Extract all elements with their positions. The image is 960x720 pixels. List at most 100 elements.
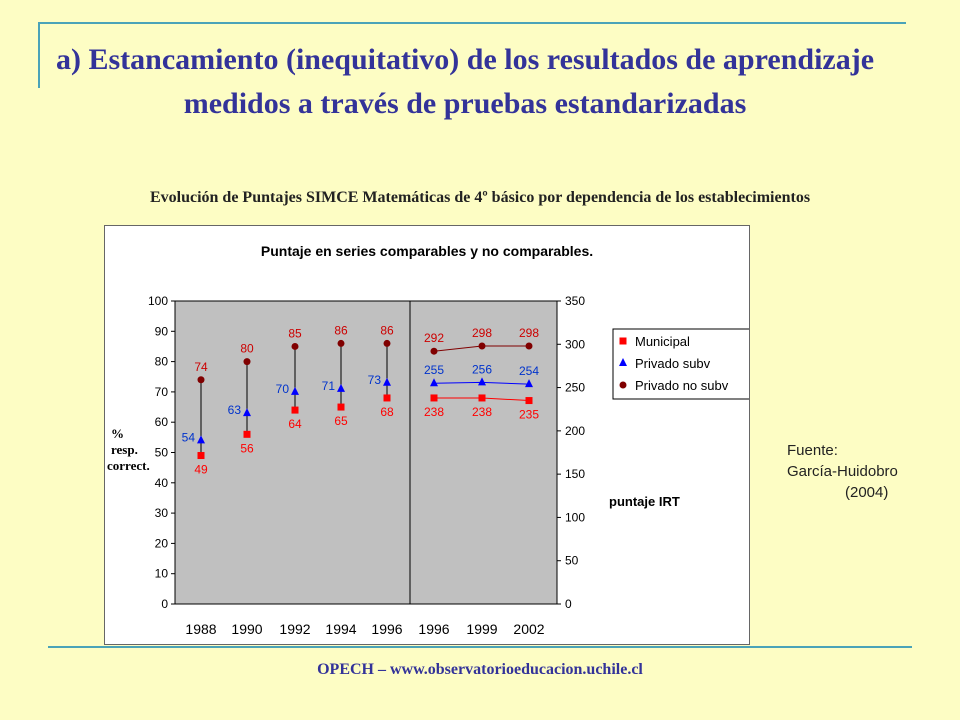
left-axis-label-line1: % <box>111 426 124 441</box>
data-label: 70 <box>276 382 290 396</box>
data-label: 80 <box>240 342 254 356</box>
right-axis-tick-label: 150 <box>565 467 585 481</box>
left-axis-tick-label: 100 <box>148 294 168 308</box>
left-axis-label-line2: resp. <box>111 442 138 457</box>
x-tick-label: 1994 <box>325 621 356 637</box>
slide-title: a) Estancamiento (inequitativo) de los r… <box>55 43 875 120</box>
data-point-circle <box>291 342 299 350</box>
data-point-circle <box>197 376 205 384</box>
right-axis-label: puntaje IRT <box>609 494 680 509</box>
data-label: 292 <box>424 331 444 345</box>
data-point-circle <box>383 339 391 347</box>
left-axis-tick-label: 0 <box>161 597 168 611</box>
source-author: García-Huidobro <box>787 463 898 480</box>
data-label: 254 <box>519 364 539 378</box>
data-point-triangle <box>197 435 205 444</box>
data-point-triangle <box>478 377 486 386</box>
left-axis-tick-label: 50 <box>155 446 169 460</box>
data-label: 63 <box>228 403 242 417</box>
data-point-square <box>291 406 299 414</box>
plot-area <box>174 300 558 605</box>
simce-chart: Puntaje en series comparables y no compa… <box>107 243 751 637</box>
data-point-circle <box>525 342 533 350</box>
legend-label: Privado subv <box>635 356 711 371</box>
left-axis-tick-label: 30 <box>155 506 169 520</box>
data-label: 238 <box>472 405 492 419</box>
data-point-triangle <box>430 378 438 387</box>
data-point-circle <box>430 347 438 355</box>
data-point-triangle <box>525 379 533 388</box>
data-label: 235 <box>519 408 539 422</box>
source-label: Fuente: <box>787 442 838 459</box>
chart-subtitle: Evolución de Puntajes SIMCE Matemáticas … <box>149 189 811 206</box>
data-label: 86 <box>334 323 348 337</box>
data-label: 56 <box>240 441 254 455</box>
data-label: 298 <box>519 326 539 340</box>
left-rule <box>38 22 40 88</box>
left-axis-tick-label: 80 <box>155 355 169 369</box>
data-label: 54 <box>182 430 196 444</box>
data-point-triangle <box>383 377 391 386</box>
data-label: 256 <box>472 362 492 376</box>
data-label: 49 <box>194 463 208 477</box>
right-axis-tick-label: 350 <box>565 294 585 308</box>
right-axis-tick-label: 100 <box>565 510 585 524</box>
x-tick-label: 1990 <box>231 621 262 637</box>
legend-marker-square <box>619 337 627 345</box>
source-note: Fuente: García-Huidobro (2004) <box>787 440 898 503</box>
right-axis-tick-label: 50 <box>565 554 579 568</box>
data-label: 85 <box>288 326 302 340</box>
top-rule <box>40 22 906 24</box>
legend-marker-circle <box>619 381 627 389</box>
data-label: 68 <box>380 405 394 419</box>
data-point-circle <box>243 358 251 366</box>
footer-text: OPECH – www.observatorioeducacion.uchile… <box>317 661 643 678</box>
data-point-triangle <box>337 383 345 392</box>
data-label: 238 <box>424 405 444 419</box>
data-point-square <box>243 430 251 438</box>
data-point-square <box>430 394 438 402</box>
data-label: 255 <box>424 363 444 377</box>
left-axis-tick-label: 20 <box>155 536 169 550</box>
left-axis-tick-label: 40 <box>155 476 169 490</box>
right-axis-tick-label: 0 <box>565 597 572 611</box>
data-label: 298 <box>472 326 492 340</box>
data-label: 73 <box>368 373 382 387</box>
data-point-square <box>197 452 205 460</box>
right-axis-tick-label: 200 <box>565 424 585 438</box>
chart-panel: Puntaje en series comparables y no compa… <box>104 225 751 645</box>
data-point-circle <box>337 339 345 347</box>
data-point-triangle <box>243 408 251 417</box>
data-point-triangle <box>291 386 299 395</box>
x-tick-label: 2002 <box>513 621 544 637</box>
left-axis-tick-label: 10 <box>155 567 169 581</box>
left-axis-tick-label: 60 <box>155 415 169 429</box>
left-axis-tick-label: 90 <box>155 324 169 338</box>
data-label: 71 <box>322 379 336 393</box>
x-tick-label: 1992 <box>279 621 310 637</box>
data-point-square <box>337 403 345 411</box>
data-point-square <box>525 397 533 405</box>
x-tick-label: 1996 <box>418 621 449 637</box>
source-year: (2004) <box>845 484 889 501</box>
right-axis-tick-label: 300 <box>565 337 585 351</box>
data-label: 65 <box>334 414 348 428</box>
data-point-square <box>383 394 391 402</box>
data-point-circle <box>478 342 486 350</box>
x-tick-label: 1988 <box>185 621 216 637</box>
x-tick-label: 1996 <box>371 621 402 637</box>
data-label: 86 <box>380 323 394 337</box>
data-label: 74 <box>194 360 208 374</box>
bottom-rule <box>48 646 912 648</box>
legend-label: Municipal <box>635 334 690 349</box>
x-tick-label: 1999 <box>466 621 497 637</box>
left-axis-tick-label: 70 <box>155 385 169 399</box>
data-label: 64 <box>288 417 302 431</box>
data-point-square <box>478 394 486 402</box>
right-axis-tick-label: 250 <box>565 381 585 395</box>
legend-marker-triangle <box>619 358 627 366</box>
left-axis-label-line3: correct. <box>107 458 150 473</box>
legend-label: Privado no subv <box>635 378 729 393</box>
chart-title: Puntaje en series comparables y no compa… <box>261 243 593 259</box>
legend-box <box>612 328 751 400</box>
